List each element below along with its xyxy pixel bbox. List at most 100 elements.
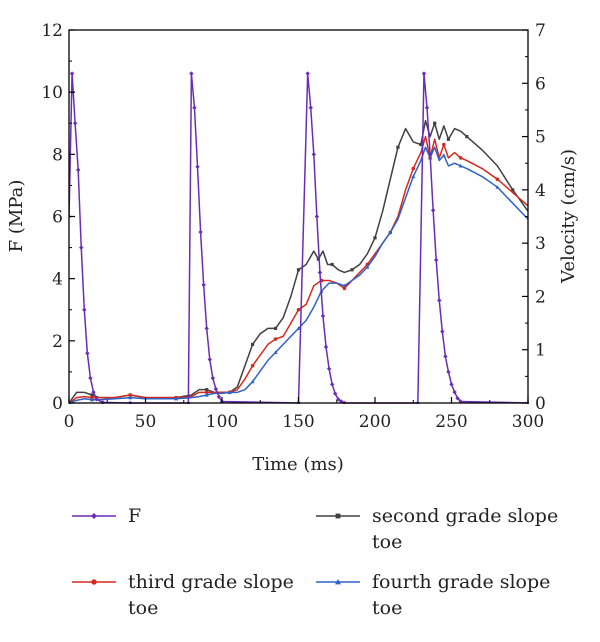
y-tick-label-12: 12 (41, 21, 63, 41)
point-second-grade-slope-toe-39 (396, 145, 400, 149)
series-layer (69, 71, 529, 404)
point-f-30 (320, 313, 326, 319)
point-fourth-grade-slope-toe-21 (273, 350, 278, 354)
point-f-43 (434, 257, 439, 263)
point-f-4 (79, 245, 84, 250)
series-line-third-grade-slope-toe (69, 135, 529, 404)
legend-label-third-grade: third grade slope toe (128, 571, 294, 619)
legend-swatch-third-grade-slope-toe (72, 579, 116, 585)
y-tick-label-0: 0 (52, 394, 63, 414)
series-second-grade-slope-toe (69, 119, 529, 404)
legend-item-third-grade: third grade slope toe (72, 571, 294, 619)
point-f-2 (72, 121, 78, 126)
point-fourth-grade-slope-toe-3 (89, 397, 94, 402)
point-third-grade-slope-toe-39 (411, 166, 416, 171)
legend-swatch-marker (91, 579, 97, 585)
point-third-grade-slope-toe-6 (128, 393, 132, 397)
point-f-34 (333, 391, 338, 396)
point-fourth-grade-slope-toe-45 (441, 153, 446, 157)
legend-swatch-marker (335, 513, 341, 519)
legend-label-second-grade: second grade slope toe (372, 505, 558, 553)
point-second-grade-slope-toe-51 (465, 134, 469, 139)
point-f-18 (204, 326, 209, 331)
legend-swatch-second-grade-slope-toe (316, 513, 360, 519)
series-line-second-grade-slope-toe (69, 119, 529, 404)
point-f-29 (317, 270, 323, 275)
legend-swatch-marker (91, 513, 97, 519)
point-f-3 (75, 167, 81, 173)
point-f-5 (82, 307, 87, 312)
y2-tick-label-0: 0 (535, 394, 546, 414)
legend-item-fourth-grade: fourth grade slope toe (316, 571, 550, 619)
legend-item-second-grade: second grade slope toe (316, 505, 558, 553)
point-second-grade-slope-toe-3 (90, 393, 94, 397)
point-second-grade-slope-toe-21 (273, 326, 278, 330)
legend-label-f: F (128, 505, 141, 527)
point-f-1 (69, 71, 75, 76)
point-f-26 (308, 105, 313, 110)
series-fourth-grade-slope-toe (69, 146, 529, 404)
point-f-45 (440, 329, 445, 334)
point-third-grade-slope-toe-18 (250, 363, 255, 368)
y2-tick-label-5: 5 (535, 128, 546, 148)
point-fourth-grade-slope-toe-6 (128, 395, 133, 400)
x-tick-label-250: 250 (435, 412, 467, 432)
point-f-44 (437, 298, 442, 303)
point-f-16 (198, 229, 203, 235)
point-second-grade-slope-toe-12 (205, 388, 209, 392)
point-second-grade-slope-toe-45 (433, 121, 437, 125)
x-tick-label-100: 100 (206, 412, 238, 432)
point-f-13 (189, 71, 194, 76)
point-third-grade-slope-toe-12 (204, 390, 209, 395)
point-f-47 (446, 369, 451, 375)
series-f (69, 71, 529, 404)
point-second-grade-slope-toe-24 (296, 268, 301, 272)
point-second-grade-slope-toe-48 (446, 137, 451, 141)
point-f-6 (85, 351, 90, 356)
legend-swatch-f (72, 513, 116, 519)
point-f-46 (443, 354, 448, 359)
point-second-grade-slope-toe-42 (419, 142, 423, 147)
y-tick-label-4: 4 (52, 270, 63, 290)
y2-tick-label-2: 2 (535, 287, 546, 307)
point-f-40 (424, 105, 430, 110)
point-fourth-grade-slope-toe-33 (365, 265, 370, 269)
y2-tick-label-6: 6 (535, 74, 546, 94)
legend-swatch-fourth-grade-slope-toe (316, 579, 360, 585)
point-f-17 (201, 282, 206, 288)
point-fourth-grade-slope-toe-12 (204, 393, 209, 397)
y-tick-label-8: 8 (52, 145, 63, 165)
point-second-grade-slope-toe-33 (350, 268, 354, 272)
point-f-19 (207, 357, 212, 362)
point-third-grade-slope-toe-24 (296, 307, 301, 312)
point-f-22 (216, 394, 222, 399)
point-second-grade-slope-toe-30 (330, 262, 334, 267)
point-fourth-grade-slope-toe-30 (342, 283, 347, 288)
point-fourth-grade-slope-toe-51 (495, 185, 500, 189)
point-f-49 (452, 389, 457, 395)
point-fourth-grade-slope-toe-9 (174, 396, 179, 401)
point-f-20 (210, 375, 216, 381)
point-f-48 (449, 382, 454, 387)
legend-item-f: F (72, 505, 141, 527)
x-axis-title: Time (ms) (252, 454, 344, 475)
x-tick-label-0: 0 (64, 412, 75, 432)
x-tick-label-200: 200 (359, 412, 391, 432)
legend: F second grade slope toe third grade slop… (72, 505, 558, 619)
point-f-31 (323, 344, 329, 350)
point-f-27 (311, 152, 316, 157)
point-f-50 (455, 396, 460, 401)
point-f-9 (94, 397, 99, 402)
point-f-42 (430, 208, 436, 213)
point-f-28 (314, 214, 320, 219)
y-tick-label-6: 6 (52, 208, 63, 228)
point-fourth-grade-slope-toe-24 (296, 326, 301, 330)
y-tick-label-2: 2 (52, 332, 63, 352)
point-second-grade-slope-toe-18 (251, 342, 255, 346)
legend-swatch-marker (335, 579, 341, 585)
point-f-8 (91, 389, 96, 395)
point-third-grade-slope-toe-21 (273, 337, 278, 341)
point-f-25 (305, 71, 310, 76)
point-f-32 (326, 366, 332, 372)
